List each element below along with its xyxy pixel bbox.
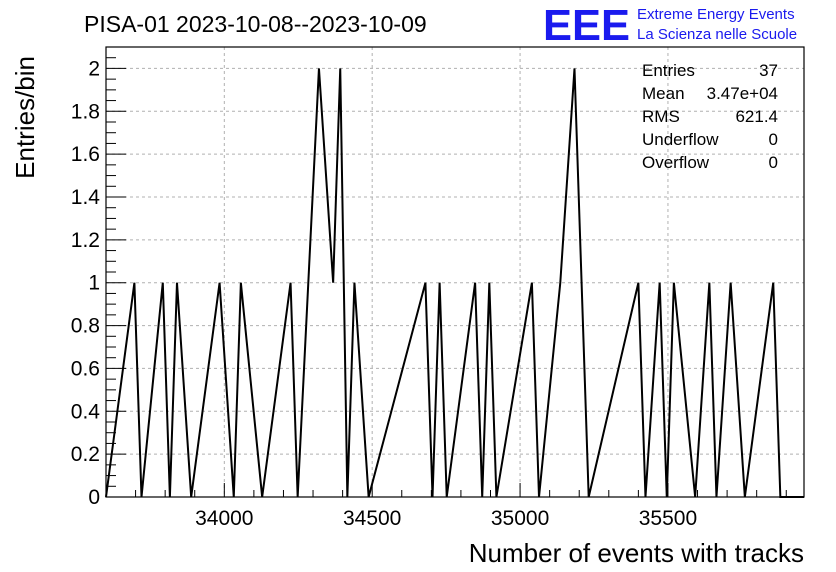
stat-label: Entries: [642, 61, 695, 80]
x-tick-label: 34500: [343, 507, 401, 530]
y-tick-label: 0.4: [71, 400, 101, 423]
y-tick-label: 1.4: [71, 186, 101, 209]
stat-label: Overflow: [642, 153, 710, 172]
stat-value: 37: [759, 61, 778, 80]
y-tick-label: 1.8: [71, 100, 100, 123]
y-tick-label: 1.2: [71, 229, 100, 252]
stat-value: 621.4: [735, 107, 778, 126]
y-tick-label: 0.8: [71, 315, 100, 338]
histogram-bin: [735, 283, 742, 497]
stat-label: Underflow: [642, 130, 719, 149]
x-tick-label: 34000: [195, 507, 253, 530]
y-tick-label: 0: [88, 486, 100, 509]
x-tick-label: 35000: [491, 507, 549, 530]
y-tick-label: 2: [88, 57, 100, 80]
stat-label: RMS: [642, 107, 680, 126]
x-axis-title: Number of events with tracks: [469, 538, 804, 568]
histogram-outline: [105, 68, 804, 498]
histogram-bin: [565, 283, 572, 497]
axis-ticks: 0 0.2 0.4 0.6 0.8 1 1.2 1.4 1.6 1.8 2 34000 34500 350…: [71, 46, 787, 530]
y-axis-title: Entries/bin: [10, 56, 40, 179]
stat-value: 3.47e+04: [707, 84, 778, 103]
y-tick-label: 0.2: [71, 443, 100, 466]
stat-value: 0: [769, 153, 778, 172]
logo-line-1: Extreme Energy Events: [637, 6, 795, 23]
histogram-bin: [331, 283, 338, 497]
eee-logo: EEE Extreme Energy Events La Scienza nel…: [543, 1, 797, 50]
histogram-bin: [224, 283, 231, 497]
y-tick-label: 0.6: [71, 357, 100, 380]
histogram-bin: [558, 283, 565, 497]
histogram-bin: [359, 283, 366, 497]
chart-title: PISA-01 2023-10-08--2023-10-09: [84, 11, 427, 37]
eee-logo-text: EEE: [543, 1, 630, 50]
x-tick-label: 35500: [639, 507, 697, 530]
y-tick-label: 1.6: [71, 143, 100, 166]
histogram-bin: [182, 283, 189, 497]
stat-value: 0: [769, 130, 778, 149]
stats-box: Entries 37 Mean 3.47e+04 RMS 621.4 Underflow 0 O…: [642, 61, 778, 172]
stat-label: Mean: [642, 84, 685, 103]
logo-line-2: La Scienza nelle Scuole: [637, 26, 797, 43]
y-tick-label: 1: [88, 272, 100, 295]
